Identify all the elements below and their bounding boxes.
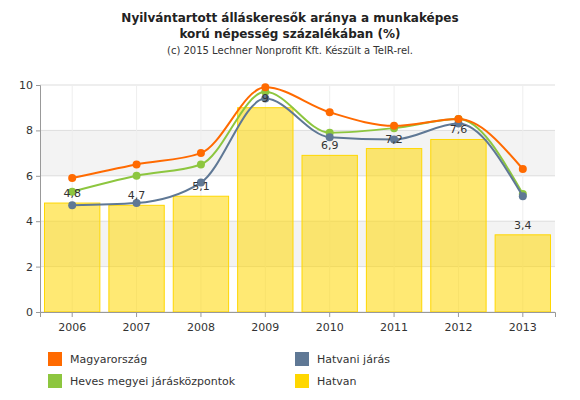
x-tick-mark	[72, 312, 73, 317]
y-tick-mark	[36, 176, 40, 177]
grid-line	[40, 85, 555, 86]
bar	[238, 108, 293, 312]
chart: Nyilvántartott álláskeresők aránya a mun…	[0, 0, 580, 400]
x-tick: 2009	[251, 312, 279, 334]
x-tick-label: 2008	[187, 321, 215, 334]
y-tick-mark	[36, 221, 40, 222]
x-tick-label: 2011	[380, 321, 408, 334]
bar	[45, 203, 100, 312]
data-label: 9	[262, 92, 269, 105]
marker	[133, 172, 141, 180]
data-label: 4,7	[128, 189, 146, 202]
x-tick-mark	[329, 312, 330, 317]
x-tick: 2013	[509, 312, 537, 334]
data-labels: 4,8 4,7 5,1 9 6,9 7,2 7,6 3,4	[63, 92, 531, 232]
marker	[326, 108, 334, 116]
data-label: 7,6	[450, 123, 468, 136]
marker	[197, 149, 205, 157]
title: Nyilvántartott álláskeresők aránya a mun…	[121, 11, 458, 41]
y-tick: 8	[26, 124, 40, 137]
marker	[261, 83, 269, 91]
x-tick-mark	[522, 312, 523, 317]
y-tick-mark	[36, 85, 40, 86]
x-tick: 2007	[123, 312, 151, 334]
y-tick: 0	[26, 306, 40, 319]
subtitle: (c) 2015 Lechner Nonprofit Kft. Készült …	[167, 45, 413, 56]
marks	[45, 83, 551, 312]
x-tick-label: 2006	[58, 321, 86, 334]
data-label: 6,9	[321, 139, 339, 152]
legend: Magyarország Hatvani járás Heves megyei já…	[48, 352, 390, 388]
y-tick: 6	[26, 170, 40, 183]
bar	[366, 149, 421, 312]
title-line: korú népesség százalékában (%)	[179, 27, 400, 41]
marker	[454, 115, 462, 123]
x-tick-label: 2013	[509, 321, 537, 334]
legend-swatch	[295, 352, 309, 366]
data-label: 4,8	[63, 187, 81, 200]
x-tick-mark	[458, 312, 459, 317]
bar	[173, 196, 228, 312]
legend-label: Heves megyei járásközpontok	[70, 375, 236, 388]
y-axis: 0 2 4 6 8 10	[19, 79, 41, 319]
legend-swatch	[48, 374, 62, 388]
y-axis-line	[36, 86, 41, 313]
y-tick: 10	[19, 79, 40, 92]
title-line: Nyilvántartott álláskeresők aránya a mun…	[121, 11, 458, 25]
x-tick-mark	[200, 312, 201, 317]
x-axis-line	[41, 313, 556, 318]
bar	[495, 235, 550, 312]
x-tick-label: 2009	[251, 321, 279, 334]
marker	[197, 160, 205, 168]
y-tick: 2	[26, 261, 40, 274]
x-tick-label: 2010	[316, 321, 344, 334]
legend-swatch	[48, 352, 62, 366]
y-tick: 4	[26, 215, 40, 228]
marker	[519, 165, 527, 173]
y-tick-label: 8	[26, 124, 33, 137]
x-tick: 2008	[187, 312, 215, 334]
x-tick-mark	[136, 312, 137, 317]
x-tick-label: 2012	[444, 321, 472, 334]
legend-label: Hatvan	[317, 375, 357, 388]
line	[72, 87, 523, 178]
line	[72, 99, 523, 206]
x-tick: 2006	[58, 312, 86, 334]
bar	[431, 139, 486, 312]
y-tick-mark	[36, 130, 40, 131]
y-tick-mark	[36, 267, 40, 268]
x-axis: 2006 2007 2008 2009 2010 2011 2012 2013	[41, 312, 556, 334]
x-tick: 2012	[444, 312, 472, 334]
x-tick: 2010	[316, 312, 344, 334]
bar	[302, 155, 357, 312]
bar	[109, 205, 164, 312]
x-tick-label: 2007	[123, 321, 151, 334]
marker	[454, 115, 462, 123]
y-tick-label: 4	[26, 215, 33, 228]
legend-label: Hatvani járás	[317, 353, 390, 366]
marker	[68, 201, 76, 209]
x-tick-mark	[394, 312, 395, 317]
y-tick-mark	[36, 312, 40, 313]
marker	[519, 192, 527, 200]
data-label: 3,4	[514, 219, 532, 232]
grid	[40, 85, 555, 312]
y-tick-label: 6	[26, 170, 33, 183]
line	[72, 92, 523, 194]
marker	[133, 160, 141, 168]
marker	[68, 174, 76, 182]
x-tick-mark	[265, 312, 266, 317]
legend-swatch	[295, 374, 309, 388]
y-tick-label: 10	[19, 79, 33, 92]
grid-line	[40, 130, 555, 131]
y-tick-label: 2	[26, 261, 33, 274]
data-label: 7,2	[385, 133, 403, 146]
x-tick: 2011	[380, 312, 408, 334]
legend-label: Magyarország	[70, 353, 147, 366]
y-tick-label: 0	[26, 306, 33, 319]
data-label: 5,1	[192, 180, 210, 193]
marker	[390, 122, 398, 130]
